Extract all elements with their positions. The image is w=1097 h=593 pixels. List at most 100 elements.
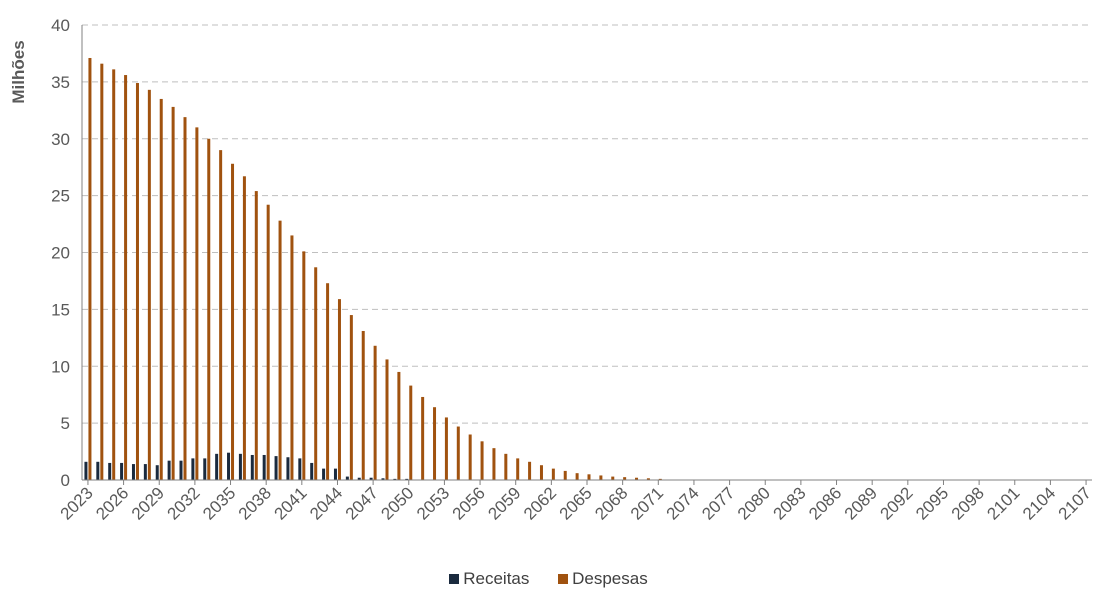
- legend: Receitas Despesas: [0, 568, 1097, 589]
- gridlines: [82, 24, 1092, 424]
- bar-receitas: [215, 453, 219, 480]
- x-tick-label: 2086: [805, 483, 845, 523]
- bar-despesas: [337, 299, 341, 480]
- bar-receitas: [143, 464, 147, 480]
- x-tick-label: 2035: [199, 483, 239, 523]
- bar-despesas: [599, 475, 603, 480]
- y-tick-label: 20: [51, 244, 70, 263]
- bars: [84, 57, 662, 481]
- bar-despesas: [433, 407, 437, 480]
- x-tick-label: 2038: [235, 483, 275, 523]
- bar-despesas: [575, 473, 579, 480]
- bar-despesas: [100, 63, 104, 481]
- bar-despesas: [646, 478, 650, 480]
- x-tick-label: 2074: [663, 483, 703, 523]
- y-tick-label: 30: [51, 130, 70, 149]
- bar-despesas: [242, 176, 246, 480]
- bar-receitas: [369, 477, 373, 480]
- bar-receitas: [405, 478, 409, 480]
- y-tick-label: 5: [61, 414, 70, 433]
- bar-receitas: [322, 468, 326, 480]
- x-tick-label: 2029: [128, 483, 168, 523]
- x-tick-label: 2056: [449, 483, 489, 523]
- x-tick-label: 2059: [484, 483, 524, 523]
- x-tick-label: 2050: [377, 483, 417, 523]
- y-tick-label: 10: [51, 357, 70, 376]
- bar-despesas: [147, 89, 151, 481]
- bar-receitas: [262, 454, 266, 480]
- bar-despesas: [278, 220, 282, 480]
- legend-swatch-despesas: [558, 574, 569, 585]
- x-tick-labels: 2023202620292032203520382041204420472050…: [57, 480, 1095, 524]
- y-tick-labels: 0 5 10 15 20 25 30 35 40: [51, 16, 70, 490]
- bar-receitas: [120, 462, 124, 480]
- bar-despesas: [456, 426, 460, 480]
- bar-despesas: [468, 434, 472, 480]
- bar-despesas: [349, 315, 353, 480]
- bar-despesas: [231, 163, 235, 480]
- bar-despesas: [397, 371, 401, 480]
- bar-despesas: [444, 417, 448, 480]
- bar-despesas: [195, 127, 199, 480]
- bar-chart: 0 5 10 15 20 25 30 35 40 20232026202920322035203…: [9, 16, 1095, 524]
- bar-receitas: [345, 476, 349, 480]
- bar-receitas: [203, 458, 207, 480]
- bar-despesas: [326, 283, 330, 480]
- bar-receitas: [298, 458, 302, 480]
- bar-despesas: [409, 385, 413, 480]
- bar-receitas: [179, 460, 183, 480]
- x-tick-label: 2053: [413, 483, 453, 523]
- bar-despesas: [290, 235, 294, 480]
- bar-receitas: [167, 460, 171, 480]
- bar-despesas: [587, 474, 591, 480]
- legend-label-despesas: Despesas: [572, 568, 648, 588]
- bar-receitas: [191, 458, 195, 480]
- bar-despesas: [219, 150, 223, 480]
- bar-receitas: [238, 453, 242, 480]
- x-tick-label: 2065: [556, 483, 596, 523]
- x-tick-label: 2068: [591, 483, 631, 523]
- bar-receitas: [96, 461, 100, 480]
- bar-despesas: [516, 458, 520, 480]
- bar-despesas: [635, 477, 639, 480]
- bar-despesas: [528, 461, 532, 480]
- x-tick-label: 2107: [1055, 483, 1095, 523]
- y-tick-label: 15: [51, 300, 70, 319]
- bar-receitas: [84, 461, 88, 480]
- bar-despesas: [88, 57, 92, 481]
- bar-receitas: [393, 478, 397, 480]
- y-tick-label: 35: [51, 73, 70, 92]
- bar-despesas: [480, 441, 484, 480]
- x-tick-label: 2077: [698, 483, 738, 523]
- bar-receitas: [227, 452, 231, 480]
- bar-despesas: [314, 267, 318, 480]
- x-tick-label: 2062: [520, 483, 560, 523]
- x-tick-label: 2071: [627, 483, 667, 523]
- x-tick-label: 2044: [306, 483, 346, 523]
- bar-despesas: [539, 465, 543, 480]
- bar-despesas: [135, 83, 139, 480]
- x-tick-label: 2089: [841, 483, 881, 523]
- bar-despesas: [623, 477, 627, 480]
- bar-despesas: [373, 345, 377, 480]
- bar-despesas: [171, 106, 175, 481]
- legend-label-receitas: Receitas: [463, 568, 530, 588]
- x-tick-label: 2104: [1019, 483, 1059, 523]
- bar-despesas: [207, 138, 211, 480]
- legend-item-despesas: Despesas: [558, 569, 648, 589]
- bar-receitas: [310, 462, 314, 480]
- bar-despesas: [159, 98, 163, 480]
- x-tick-label: 2095: [912, 483, 952, 523]
- x-tick-label: 2098: [948, 483, 988, 523]
- bar-despesas: [551, 468, 555, 480]
- bar-despesas: [504, 453, 508, 480]
- x-tick-label: 2041: [270, 483, 310, 523]
- x-tick-label: 2047: [342, 483, 382, 523]
- bar-receitas: [381, 478, 385, 480]
- bar-despesas: [254, 191, 258, 480]
- bar-receitas: [131, 464, 135, 480]
- x-tick-label: 2083: [770, 483, 810, 523]
- y-tick-label: 40: [51, 16, 70, 35]
- bar-despesas: [183, 117, 187, 480]
- bar-receitas: [155, 465, 159, 480]
